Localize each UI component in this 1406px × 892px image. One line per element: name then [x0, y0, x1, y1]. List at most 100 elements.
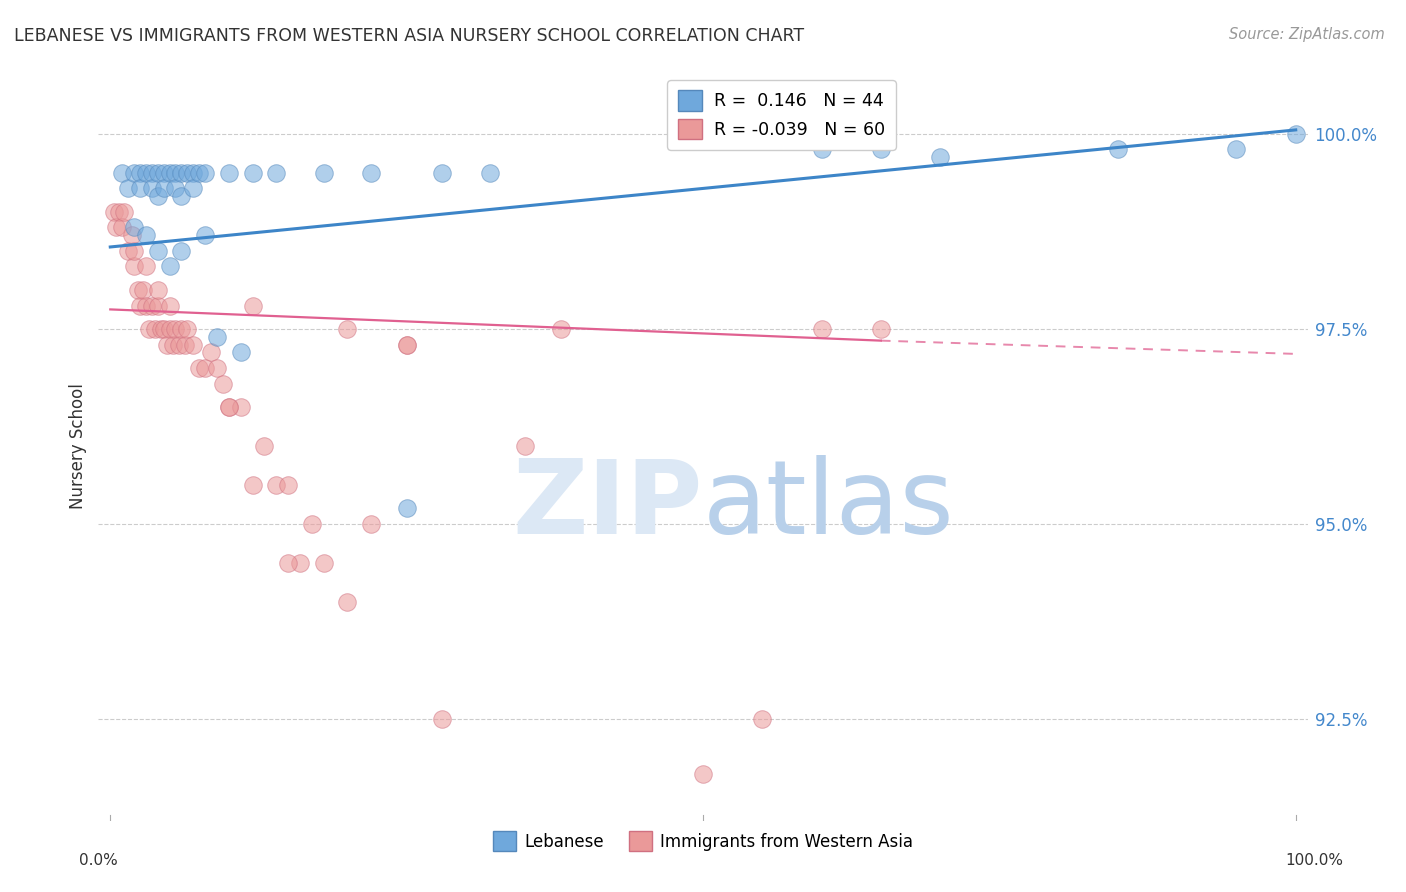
Point: [143, 322, 166, 336]
Legend: Lebanese, Immigrants from Western Asia: Lebanese, Immigrants from Western Asia: [486, 825, 920, 857]
Text: Source: ZipAtlas.com: Source: ZipAtlas.com: [1229, 27, 1385, 42]
Point: [146, 283, 169, 297]
Point: [395, 337, 418, 351]
Point: [146, 189, 169, 203]
Point: [692, 767, 714, 781]
Point: [165, 166, 187, 180]
Point: [229, 345, 252, 359]
Point: [141, 166, 163, 180]
Point: [242, 478, 264, 492]
Point: [395, 337, 418, 351]
Point: [129, 299, 152, 313]
Point: [170, 166, 193, 180]
Point: [138, 322, 160, 336]
Point: [105, 220, 128, 235]
Point: [111, 166, 134, 180]
Point: [127, 283, 149, 297]
Point: [478, 166, 501, 180]
Point: [159, 322, 181, 336]
Point: [152, 166, 174, 180]
Point: [205, 360, 228, 375]
Point: [103, 204, 125, 219]
Point: [336, 595, 359, 609]
Y-axis label: Nursery School: Nursery School: [69, 383, 87, 509]
Point: [152, 322, 174, 336]
Point: [212, 376, 235, 391]
Point: [301, 517, 323, 532]
Point: [129, 166, 152, 180]
Point: [167, 337, 190, 351]
Point: [181, 181, 204, 195]
Point: [146, 244, 169, 258]
Point: [181, 337, 204, 351]
Point: [277, 478, 299, 492]
Text: atlas: atlas: [703, 456, 955, 557]
Point: [218, 400, 240, 414]
Point: [188, 166, 211, 180]
Point: [360, 517, 382, 532]
Text: LEBANESE VS IMMIGRANTS FROM WESTERN ASIA NURSERY SCHOOL CORRELATION CHART: LEBANESE VS IMMIGRANTS FROM WESTERN ASIA…: [14, 27, 804, 45]
Point: [205, 329, 228, 343]
Point: [170, 244, 193, 258]
Point: [117, 181, 139, 195]
Point: [360, 166, 382, 180]
Point: [141, 299, 163, 313]
Point: [550, 322, 572, 336]
Point: [135, 166, 157, 180]
Point: [117, 244, 139, 258]
Point: [165, 181, 187, 195]
Point: [174, 337, 197, 351]
Point: [132, 283, 155, 297]
Point: [869, 142, 891, 156]
Point: [929, 150, 952, 164]
Point: [176, 322, 198, 336]
Point: [1285, 127, 1308, 141]
Point: [218, 400, 240, 414]
Point: [312, 166, 335, 180]
Point: [312, 556, 335, 570]
Point: [264, 478, 287, 492]
Point: [810, 322, 832, 336]
Point: [229, 400, 252, 414]
Point: [159, 260, 181, 274]
Point: [264, 166, 287, 180]
Point: [121, 228, 143, 243]
Point: [810, 142, 832, 156]
Point: [336, 322, 359, 336]
Point: [135, 260, 157, 274]
Point: [1107, 142, 1129, 156]
Point: [181, 166, 204, 180]
Point: [122, 244, 145, 258]
Point: [114, 204, 136, 219]
Point: [107, 204, 129, 219]
Point: [135, 228, 157, 243]
Point: [200, 345, 222, 359]
Point: [152, 181, 174, 195]
Point: [194, 360, 217, 375]
Point: [242, 299, 264, 313]
Point: [162, 337, 184, 351]
Point: [194, 166, 217, 180]
Text: 0.0%: 0.0%: [79, 854, 118, 868]
Point: [150, 322, 173, 336]
Point: [141, 181, 163, 195]
Point: [146, 166, 169, 180]
Point: [176, 166, 198, 180]
Text: ZIP: ZIP: [513, 456, 703, 557]
Text: 100.0%: 100.0%: [1285, 854, 1344, 868]
Point: [869, 322, 891, 336]
Point: [432, 166, 454, 180]
Point: [170, 189, 193, 203]
Point: [188, 360, 211, 375]
Point: [129, 181, 152, 195]
Point: [122, 166, 145, 180]
Point: [135, 299, 157, 313]
Point: [159, 299, 181, 313]
Point: [146, 299, 169, 313]
Point: [122, 220, 145, 235]
Point: [111, 220, 134, 235]
Point: [515, 439, 537, 453]
Point: [751, 712, 773, 726]
Point: [159, 166, 181, 180]
Point: [242, 166, 264, 180]
